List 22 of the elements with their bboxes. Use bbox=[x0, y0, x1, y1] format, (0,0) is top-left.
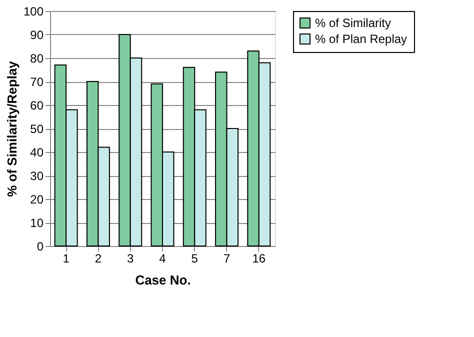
y-tick-label: 10 bbox=[30, 216, 44, 230]
y-tick-label: 30 bbox=[30, 169, 44, 183]
y-tick-label: 60 bbox=[30, 98, 44, 112]
x-tick-label: 7 bbox=[223, 252, 230, 266]
y-tick-label: 40 bbox=[30, 146, 44, 160]
y-tick-label: 100 bbox=[23, 4, 44, 18]
y-tick-label: 80 bbox=[30, 52, 44, 66]
x-tick-label: 3 bbox=[127, 252, 134, 266]
legend-label: % of Plan Replay bbox=[315, 32, 408, 46]
x-axis-title: Case No. bbox=[135, 272, 191, 288]
y-tick-label: 50 bbox=[30, 122, 44, 136]
x-tick-label: 2 bbox=[94, 252, 102, 266]
y-tick-label: 20 bbox=[30, 192, 44, 206]
x-tick-label: 4 bbox=[159, 252, 166, 266]
y-tick-label: 90 bbox=[30, 28, 44, 42]
y-tick-label: 0 bbox=[36, 240, 44, 254]
x-tick-label: 5 bbox=[191, 252, 198, 266]
y-tick-label: 70 bbox=[30, 75, 44, 89]
x-tick-label: 16 bbox=[252, 252, 266, 266]
legend-label: % of Similarity bbox=[315, 16, 392, 30]
x-tick-label: 1 bbox=[62, 252, 70, 266]
y-axis-title: % of Similarity/Replay bbox=[4, 60, 20, 197]
